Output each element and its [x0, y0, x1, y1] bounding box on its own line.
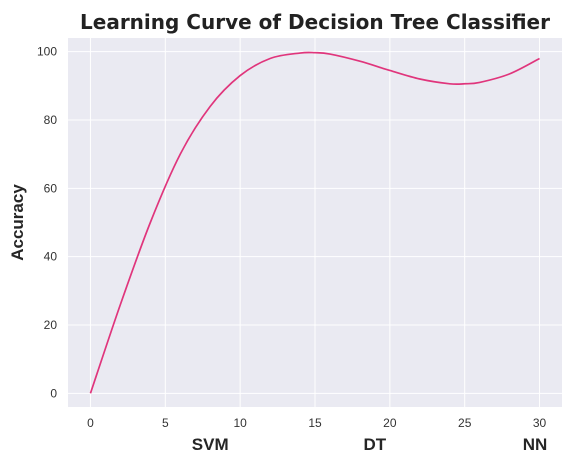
category-labels: SVM DT NN [192, 435, 548, 454]
y-tick-label: 100 [37, 45, 57, 59]
series-line [89, 51, 540, 394]
y-tick-label: 80 [44, 113, 58, 127]
category-label: DT [364, 435, 387, 454]
category-label: NN [523, 435, 548, 454]
y-axis-label: Accuracy [8, 184, 27, 261]
x-tick-label: 5 [162, 416, 169, 430]
grid [68, 38, 562, 407]
x-tick-label: 30 [533, 416, 547, 430]
y-tick-label: 0 [50, 386, 57, 400]
x-tick-label: 10 [233, 416, 247, 430]
tick-labels: 0 5 10 15 20 25 30 0 20 40 60 80 100 [37, 45, 547, 430]
y-tick-label: 40 [44, 250, 58, 264]
x-tick-label: 15 [308, 416, 322, 430]
y-tick-label: 20 [44, 318, 58, 332]
category-label: SVM [192, 435, 229, 454]
x-tick-label: 25 [458, 416, 472, 430]
x-tick-label: 0 [87, 416, 94, 430]
x-tick-label: 20 [383, 416, 397, 430]
chart-title: Learning Curve of Decision Tree Classifi… [80, 10, 550, 34]
y-tick-label: 60 [44, 181, 58, 195]
series-group [89, 51, 540, 394]
